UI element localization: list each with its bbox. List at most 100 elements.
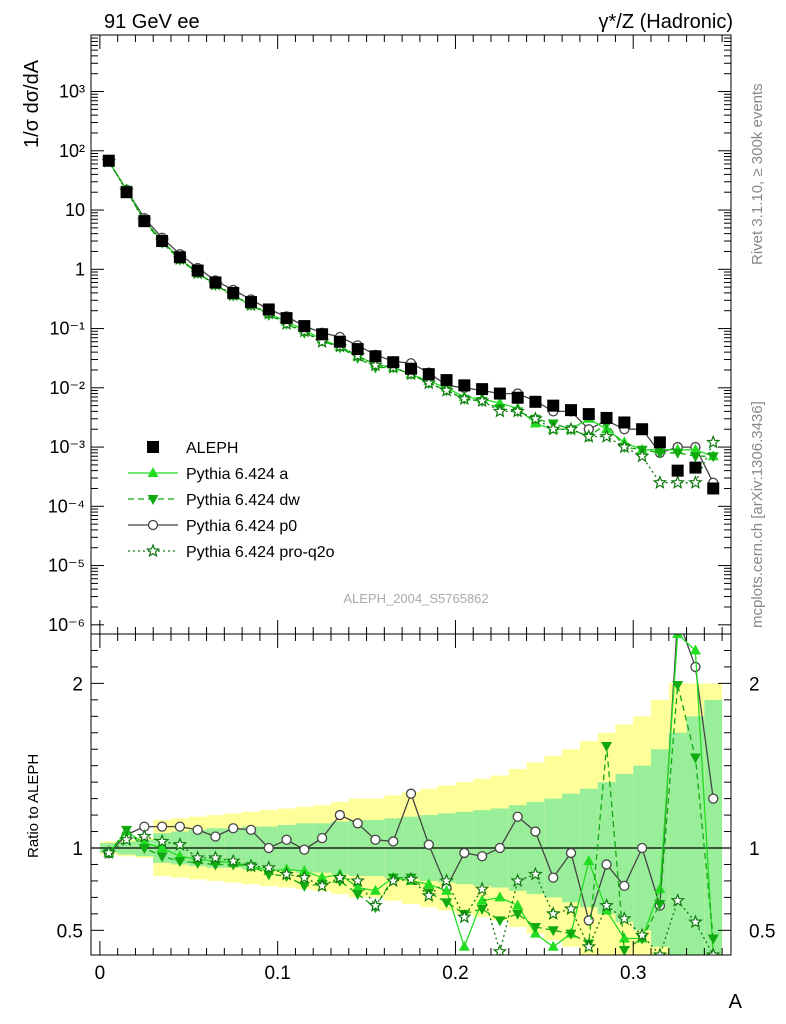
main-point-aleph — [440, 374, 453, 387]
ratio-point-pythia-6-424-pro-q2o — [510, 873, 525, 888]
ratio-point-pythia-6-424-p0 — [263, 842, 274, 854]
main-point-pythia-6-424-pro-q2o — [368, 357, 383, 372]
main-point-pythia-6-424-pro-q2o — [581, 428, 597, 443]
ratio-point-pythia-6-424-a — [476, 894, 488, 905]
ratio-point-pythia-6-424-pro-q2o — [137, 828, 152, 843]
x-tick-label: 0.3 — [620, 963, 646, 984]
main-line-pythia-6-424-p0 — [108, 161, 714, 483]
main-point-pythia-6-424-pro-q2o — [688, 475, 703, 489]
ratio-band-inner — [686, 716, 705, 955]
ratio-point-pythia-6-424-pro-q2o — [545, 906, 561, 921]
ratio-y-tick-label: 0.5 — [57, 921, 83, 942]
ratio-point-pythia-6-424-pro-q2o — [154, 833, 170, 848]
main-point-pythia-6-424-pro-q2o — [670, 475, 685, 489]
main-line-pythia-6-424-a — [108, 161, 714, 457]
main-point-aleph — [511, 391, 524, 404]
ratio-point-pythia-6-424-pro-q2o — [314, 878, 330, 893]
main-point-aleph — [298, 320, 311, 333]
main-y-axis: 10⁻⁶ 10⁻⁵ 10⁻⁴ 10⁻³ 10⁻² 10⁻¹ 1 10 10² 10³ — [48, 34, 731, 635]
ratio-point-pythia-6-424-pro-q2o — [350, 873, 365, 888]
main-point-aleph — [262, 303, 275, 316]
ratio-point-pythia-6-424-a — [369, 884, 381, 895]
ratio-point-pythia-6-424-dw — [494, 916, 506, 927]
ratio-point-pythia-6-424-p0 — [708, 793, 719, 804]
legend-item: Pythia 6.424 dw — [128, 492, 300, 509]
main-point-aleph — [316, 328, 329, 341]
x-tick-label: 0.1 — [264, 963, 290, 984]
ratio-y-tick-label-right: 0.5 — [749, 921, 775, 942]
main-y-tick-label: 10⁻⁵ — [48, 556, 85, 576]
legend-label: Pythia 6.424 a — [186, 466, 288, 483]
ratio-point-pythia-6-424-p0 — [352, 818, 363, 829]
ratio-point-pythia-6-424-pro-q2o — [670, 893, 685, 907]
ratio-point-pythia-6-424-a — [494, 891, 506, 902]
main-point-aleph — [671, 464, 684, 477]
ratio-point-pythia-6-424-pro-q2o — [279, 866, 294, 881]
ratio-point-pythia-6-424-pro-q2o — [634, 927, 650, 942]
ratio-point-pythia-6-424-p0 — [548, 872, 559, 883]
legend-marker — [147, 519, 159, 531]
main-point-aleph — [493, 387, 506, 400]
main-point-pythia-6-424-pro-q2o — [545, 421, 561, 436]
ratio-point-pythia-6-424-p0 — [316, 832, 328, 844]
ratio-point-pythia-6-424-a — [672, 634, 684, 638]
main-point-pythia-6-424-pro-q2o — [652, 475, 668, 489]
ratio-point-pythia-6-424-p0 — [388, 836, 399, 847]
ratio-point-pythia-6-424-dw — [512, 909, 524, 920]
ratio-point-pythia-6-424-p0 — [210, 831, 221, 842]
ratio-point-pythia-6-424-pro-q2o — [421, 888, 437, 902]
ratio-point-pythia-6-424-dw — [707, 934, 719, 945]
ratio-point-pythia-6-424-a — [156, 842, 168, 852]
ratio-point-pythia-6-424-a — [316, 871, 328, 882]
ratio-point-pythia-6-424-pro-q2o — [492, 944, 508, 955]
main-point-pythia-6-424-pro-q2o — [528, 411, 543, 425]
ratio-point-pythia-6-424-dw — [298, 881, 310, 892]
main-point-aleph — [227, 286, 240, 299]
ratio-point-pythia-6-424-p0 — [334, 809, 346, 821]
ratio-point-pythia-6-424-p0 — [423, 839, 434, 850]
ratio-point-pythia-6-424-p0 — [530, 826, 541, 837]
legend-marker — [147, 495, 159, 505]
main-point-pythia-6-424-pro-q2o — [563, 421, 579, 436]
main-point-aleph — [245, 296, 257, 309]
ratio-point-pythia-6-424-pro-q2o — [261, 860, 277, 874]
main-point-aleph — [209, 276, 222, 289]
ratio-point-pythia-6-424-a — [618, 932, 630, 943]
ratio-point-pythia-6-424-pro-q2o — [652, 947, 668, 955]
main-y-tick-label: 10⁻⁶ — [48, 615, 85, 635]
main-y-tick-label: 10⁻⁴ — [48, 496, 85, 516]
main-point-aleph — [458, 379, 471, 392]
ratio-point-pythia-6-424-pro-q2o — [385, 873, 401, 888]
ratio-point-pythia-6-424-a — [458, 940, 470, 951]
ratio-point-pythia-6-424-p0 — [494, 842, 506, 854]
header-left: 91 GeV ee — [104, 11, 200, 33]
main-point-aleph — [351, 343, 364, 356]
ratio-point-pythia-6-424-dw — [565, 929, 577, 940]
ratio-point-pythia-6-424-a — [654, 883, 666, 894]
ratio-y-tick-label-right: 2 — [749, 674, 760, 695]
legend-label: Pythia 6.424 p0 — [186, 518, 297, 535]
x-axis: 0 0.1 0.2 0.3 — [95, 35, 723, 984]
main-point-pythia-6-424-dw — [672, 448, 684, 459]
ratio-point-pythia-6-424-a — [547, 940, 559, 951]
ratio-point-pythia-6-424-a — [601, 904, 613, 915]
ratio-point-pythia-6-424-a — [298, 865, 310, 876]
main-point-aleph — [653, 436, 666, 449]
main-point-pythia-6-424-pro-q2o — [474, 393, 490, 408]
main-y-tick-label: 10⁻³ — [49, 437, 85, 457]
ratio-point-pythia-6-424-p0 — [281, 834, 292, 845]
main-point-pythia-6-424-pro-q2o — [457, 391, 472, 406]
ratio-point-pythia-6-424-p0 — [192, 824, 203, 836]
main-y-tick-label: 1 — [75, 259, 85, 279]
ratio-point-pythia-6-424-p0 — [565, 847, 577, 859]
main-point-aleph — [138, 215, 151, 228]
ratio-ylabel: Ratio to ALEPH — [25, 754, 42, 858]
ratio-point-pythia-6-424-p0 — [299, 844, 310, 855]
main-line-pythia-6-424-pro-q2o — [108, 161, 714, 484]
main-point-aleph — [156, 235, 169, 248]
ratio-point-pythia-6-424-pro-q2o — [688, 914, 703, 929]
main-point-pythia-6-424-dw — [707, 452, 719, 463]
ratio-point-pythia-6-424-p0 — [636, 842, 648, 854]
main-point-aleph — [529, 395, 542, 408]
